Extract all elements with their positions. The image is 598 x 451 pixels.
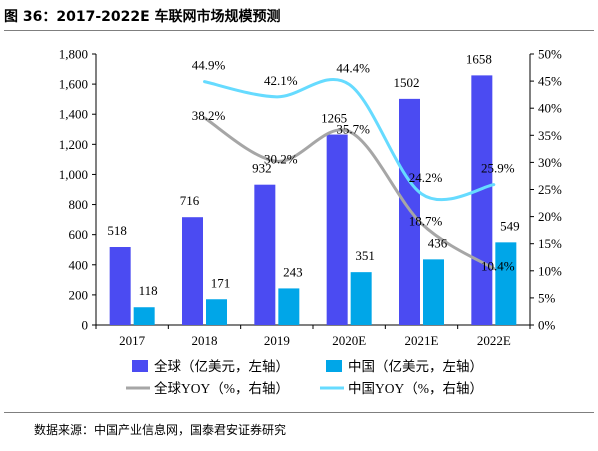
global-bar-value-label: 1502 <box>394 75 420 90</box>
china-bar <box>278 288 300 325</box>
global-bar <box>109 247 131 325</box>
global-bar <box>182 217 203 325</box>
china-bar-value-label: 118 <box>139 283 158 298</box>
china-yoy-value-label: 25.9% <box>481 161 515 176</box>
global-bar <box>326 134 348 325</box>
global-yoy-value-label: 30.2% <box>264 151 298 166</box>
right-tick-label: 10% <box>538 263 562 278</box>
global-yoy-value-label: 18.7% <box>409 214 443 229</box>
x-tick-label: 2022E <box>477 333 511 348</box>
legend-global-label: 全球（亿美元，左轴） <box>154 358 289 374</box>
china-bar-value-label: 436 <box>428 235 448 250</box>
x-tick-label: 2020E <box>332 333 366 348</box>
right-tick-label: 5% <box>538 290 556 305</box>
global-bar <box>471 75 493 325</box>
right-tick-label: 30% <box>538 155 562 170</box>
x-tick-label: 2019 <box>264 333 290 348</box>
x-tick-label: 2018 <box>192 333 218 348</box>
left-tick-label: 1,800 <box>59 47 88 62</box>
global-bar-value-label: 1658 <box>466 51 492 66</box>
right-tick-label: 25% <box>538 182 562 197</box>
china-bar-value-label: 549 <box>500 218 520 233</box>
left-tick-label: 600 <box>69 227 89 242</box>
global-bar-value-label: 716 <box>180 193 200 208</box>
left-tick-label: 200 <box>69 287 89 302</box>
figure-title: 图 36：2017-2022E 车联网市场规模预测 <box>4 9 281 25</box>
global-yoy-value-label: 38.2% <box>192 108 226 123</box>
china-yoy-value-label: 44.9% <box>192 58 226 73</box>
china-bar-value-label: 243 <box>283 264 303 279</box>
left-tick-label: 1,200 <box>59 137 88 152</box>
china-bar <box>423 259 444 325</box>
china-bar-value-label: 171 <box>211 275 231 290</box>
right-tick-label: 35% <box>538 128 562 143</box>
x-tick-label: 2021E <box>405 333 439 348</box>
legend-china-label: 中国（亿美元，左轴） <box>348 359 483 374</box>
china-yoy-value-label: 42.1% <box>264 73 298 88</box>
legend-china-yoy-label: 中国YOY（%，右轴） <box>348 381 483 396</box>
global-bar-value-label: 518 <box>107 223 127 238</box>
source-note: 数据来源：中国产业信息网，国泰君安证券研究 <box>34 423 287 437</box>
china-yoy-value-label: 44.4% <box>336 60 370 75</box>
left-tick-label: 1,400 <box>59 107 88 122</box>
right-tick-label: 15% <box>538 236 562 251</box>
china-bar <box>206 299 227 325</box>
left-tick-label: 1,000 <box>59 167 88 182</box>
china-bar <box>495 242 517 325</box>
left-tick-label: 400 <box>69 257 89 272</box>
left-tick-label: 800 <box>69 197 89 212</box>
right-tick-label: 20% <box>538 209 562 224</box>
china-yoy-value-label: 24.2% <box>409 170 443 185</box>
legend-global-yoy-label: 全球YOY（%，右轴） <box>154 380 289 396</box>
left-tick-label: 0 <box>82 318 89 333</box>
global-bar-value-label: 932 <box>252 161 272 176</box>
global-yoy-value-label: 10.4% <box>481 259 515 274</box>
right-tick-label: 45% <box>538 74 562 89</box>
legend-china-swatch <box>326 360 342 372</box>
global-yoy-line <box>203 116 496 271</box>
china-bar <box>133 307 155 325</box>
china-bar-value-label: 351 <box>355 248 375 263</box>
title-divider <box>4 30 594 31</box>
right-tick-label: 40% <box>538 101 562 116</box>
china-yoy-line <box>203 77 496 202</box>
global-yoy-value-label: 35.7% <box>336 122 370 137</box>
china-bar <box>350 272 372 325</box>
left-tick-label: 1,600 <box>59 77 88 92</box>
source-divider <box>4 412 594 413</box>
right-tick-label: 0% <box>538 318 556 333</box>
global-bar-value-label: 1265 <box>321 111 347 126</box>
global-bar <box>254 184 276 325</box>
x-tick-label: 2017 <box>119 333 146 348</box>
global-bar <box>399 98 420 325</box>
right-tick-label: 50% <box>538 47 562 62</box>
legend-global-swatch <box>132 360 148 372</box>
